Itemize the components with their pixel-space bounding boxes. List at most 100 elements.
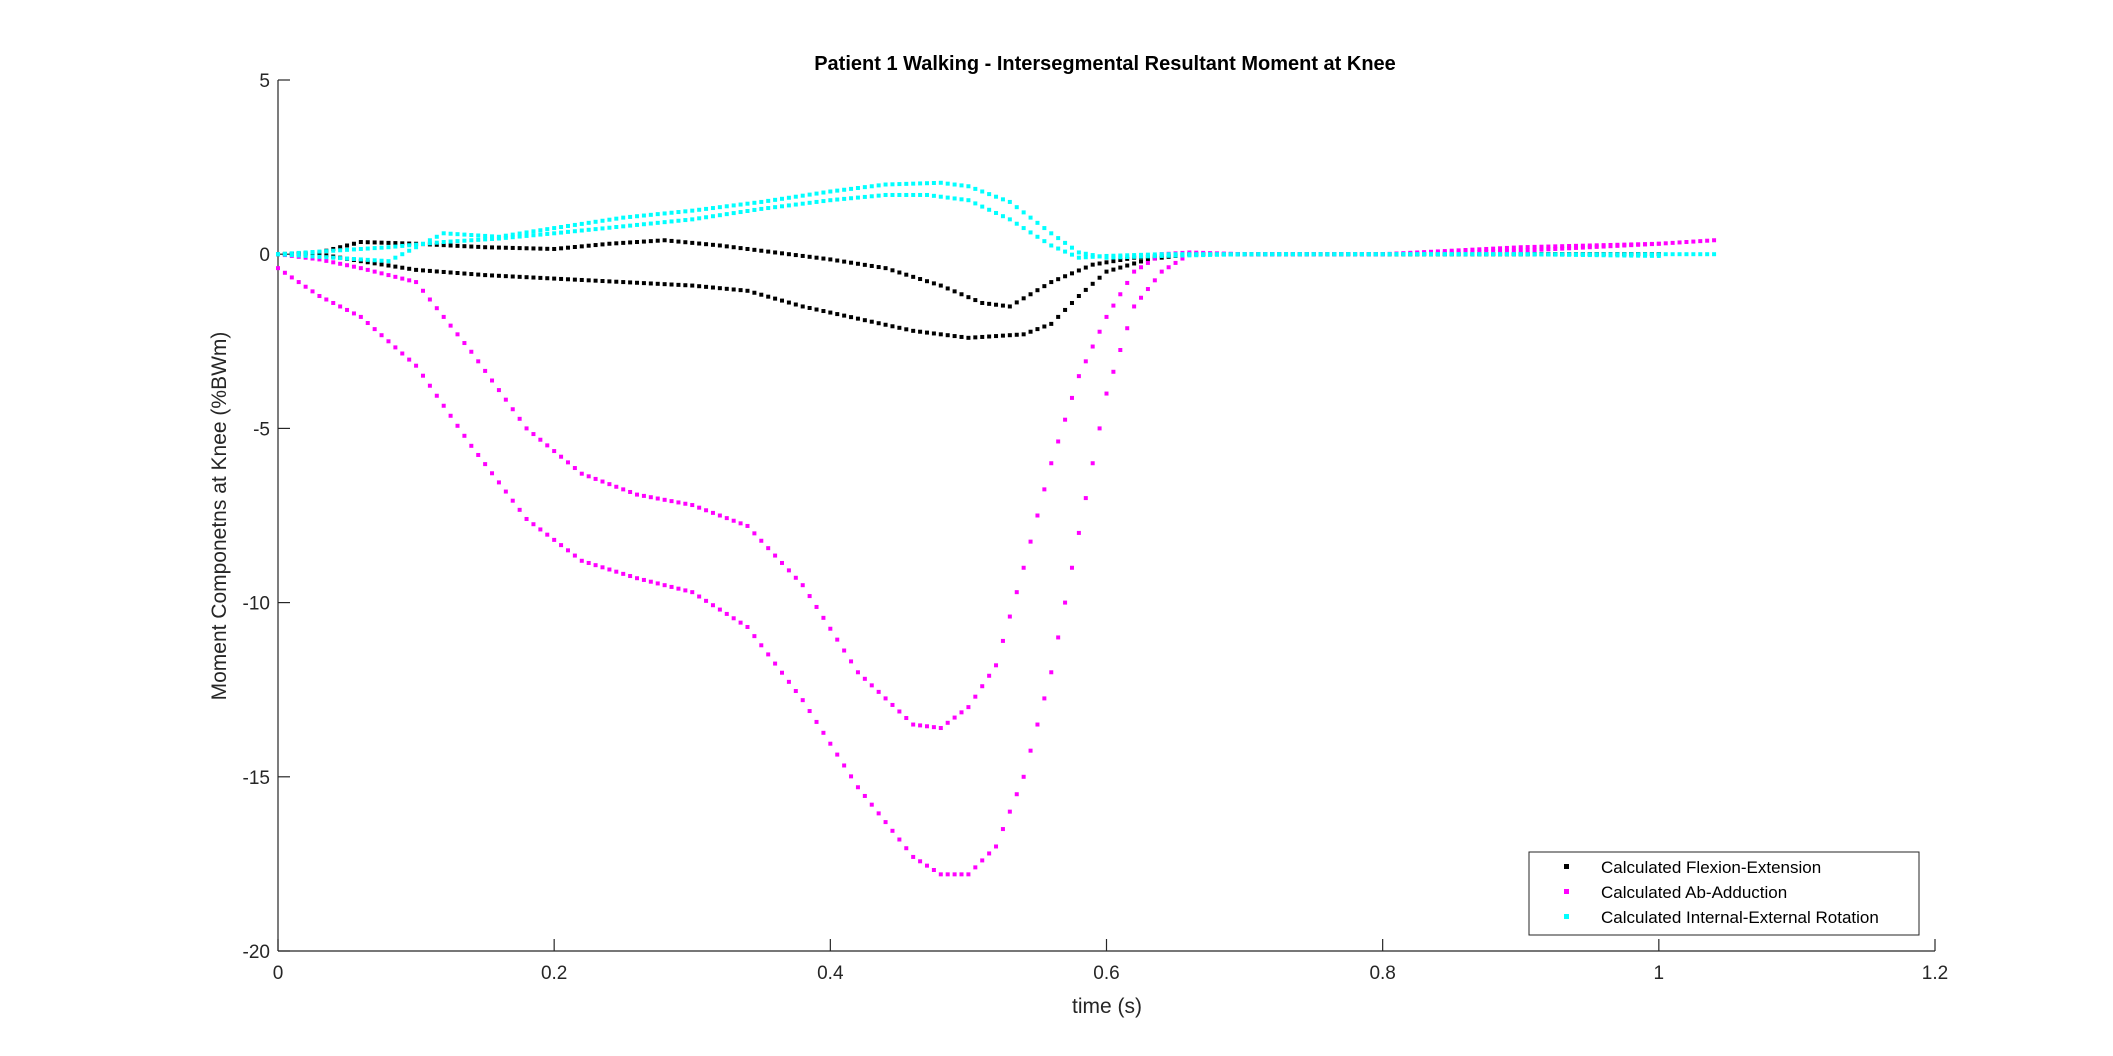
data-point [1518,245,1523,250]
data-point [655,212,660,217]
data-point [593,219,598,224]
data-point [338,245,343,250]
data-point [890,702,895,707]
data-point [1580,252,1585,257]
data-point [448,239,453,244]
data-point [676,586,681,591]
data-point [862,676,867,681]
data-point [1332,252,1337,257]
data-point [780,560,784,565]
data-point [952,334,957,339]
data-point [1463,252,1468,257]
data-point [400,241,405,246]
data-point [1311,252,1316,257]
data-point [752,634,757,639]
data-point [1649,253,1654,258]
data-point [1056,277,1061,282]
data-point [635,240,640,245]
data-point [1049,243,1054,248]
data-point [476,237,481,242]
data-point [358,257,363,262]
data-point [1139,295,1144,300]
data-point [669,238,674,243]
data-point [773,205,778,210]
data-point [1656,241,1661,246]
data-point [503,245,508,250]
data-point [724,516,729,521]
data-point [1076,374,1081,379]
data-point [773,250,778,255]
data-point [600,279,605,284]
data-point [331,260,336,265]
data-point [738,620,743,625]
data-point [1580,243,1585,248]
data-point [538,246,543,251]
data-point [365,246,370,251]
data-point [931,331,936,336]
data-point [420,288,425,293]
data-point [994,663,999,668]
data-point [379,262,384,267]
data-point [690,208,695,213]
data-point [1290,252,1295,257]
data-point [821,615,826,620]
data-point [1111,303,1116,308]
data-point [931,868,936,872]
data-point [1401,252,1406,257]
data-point [821,199,826,204]
data-point [1567,252,1572,257]
data-point [1125,253,1130,258]
data-point [496,388,501,393]
data-point [641,281,646,286]
data-point [1014,590,1019,595]
data-point [317,249,322,254]
data-point [600,565,605,570]
data-point [379,240,384,245]
data-point [386,240,391,245]
data-point [1615,242,1620,247]
data-point [904,716,909,721]
data-point [448,323,453,328]
data-point [980,334,985,339]
data-point [690,283,695,288]
data-point [807,709,812,714]
data-point [655,496,660,501]
data-point [842,648,847,653]
data-point [572,466,577,471]
data-point [455,239,460,244]
data-point [800,698,805,703]
data-point [697,594,702,599]
legend-entry-internal-external-rotation: Calculated Internal-External Rotation [1564,908,1879,927]
data-point [1152,252,1157,257]
y-tick-label: -15 [243,768,270,789]
data-point [987,334,992,339]
data-point [1063,240,1068,245]
data-point [427,238,432,243]
data-point [358,314,363,319]
data-point [862,194,867,199]
data-point [1470,247,1475,252]
data-point [441,314,446,319]
data-point [1422,250,1427,255]
data-point [1111,267,1116,272]
data-point [793,575,798,580]
data-point [1083,359,1088,364]
data-point [676,500,681,505]
data-point [559,246,564,251]
data-point [897,709,902,714]
data-point [924,330,929,335]
data-point [628,240,633,245]
data-point [1014,332,1019,337]
data-point [690,503,695,508]
data-point [1442,252,1447,257]
data-point [648,221,653,226]
x-axis-ticks: 0 0.2 0.4 0.6 0.8 1 1.2 [273,939,1948,984]
data-point [524,426,529,431]
data-point [358,240,363,245]
data-point [724,204,729,209]
data-point [628,574,633,579]
data-point [745,288,750,293]
data-point [552,449,557,454]
data-point [890,828,895,833]
data-point [786,679,791,684]
